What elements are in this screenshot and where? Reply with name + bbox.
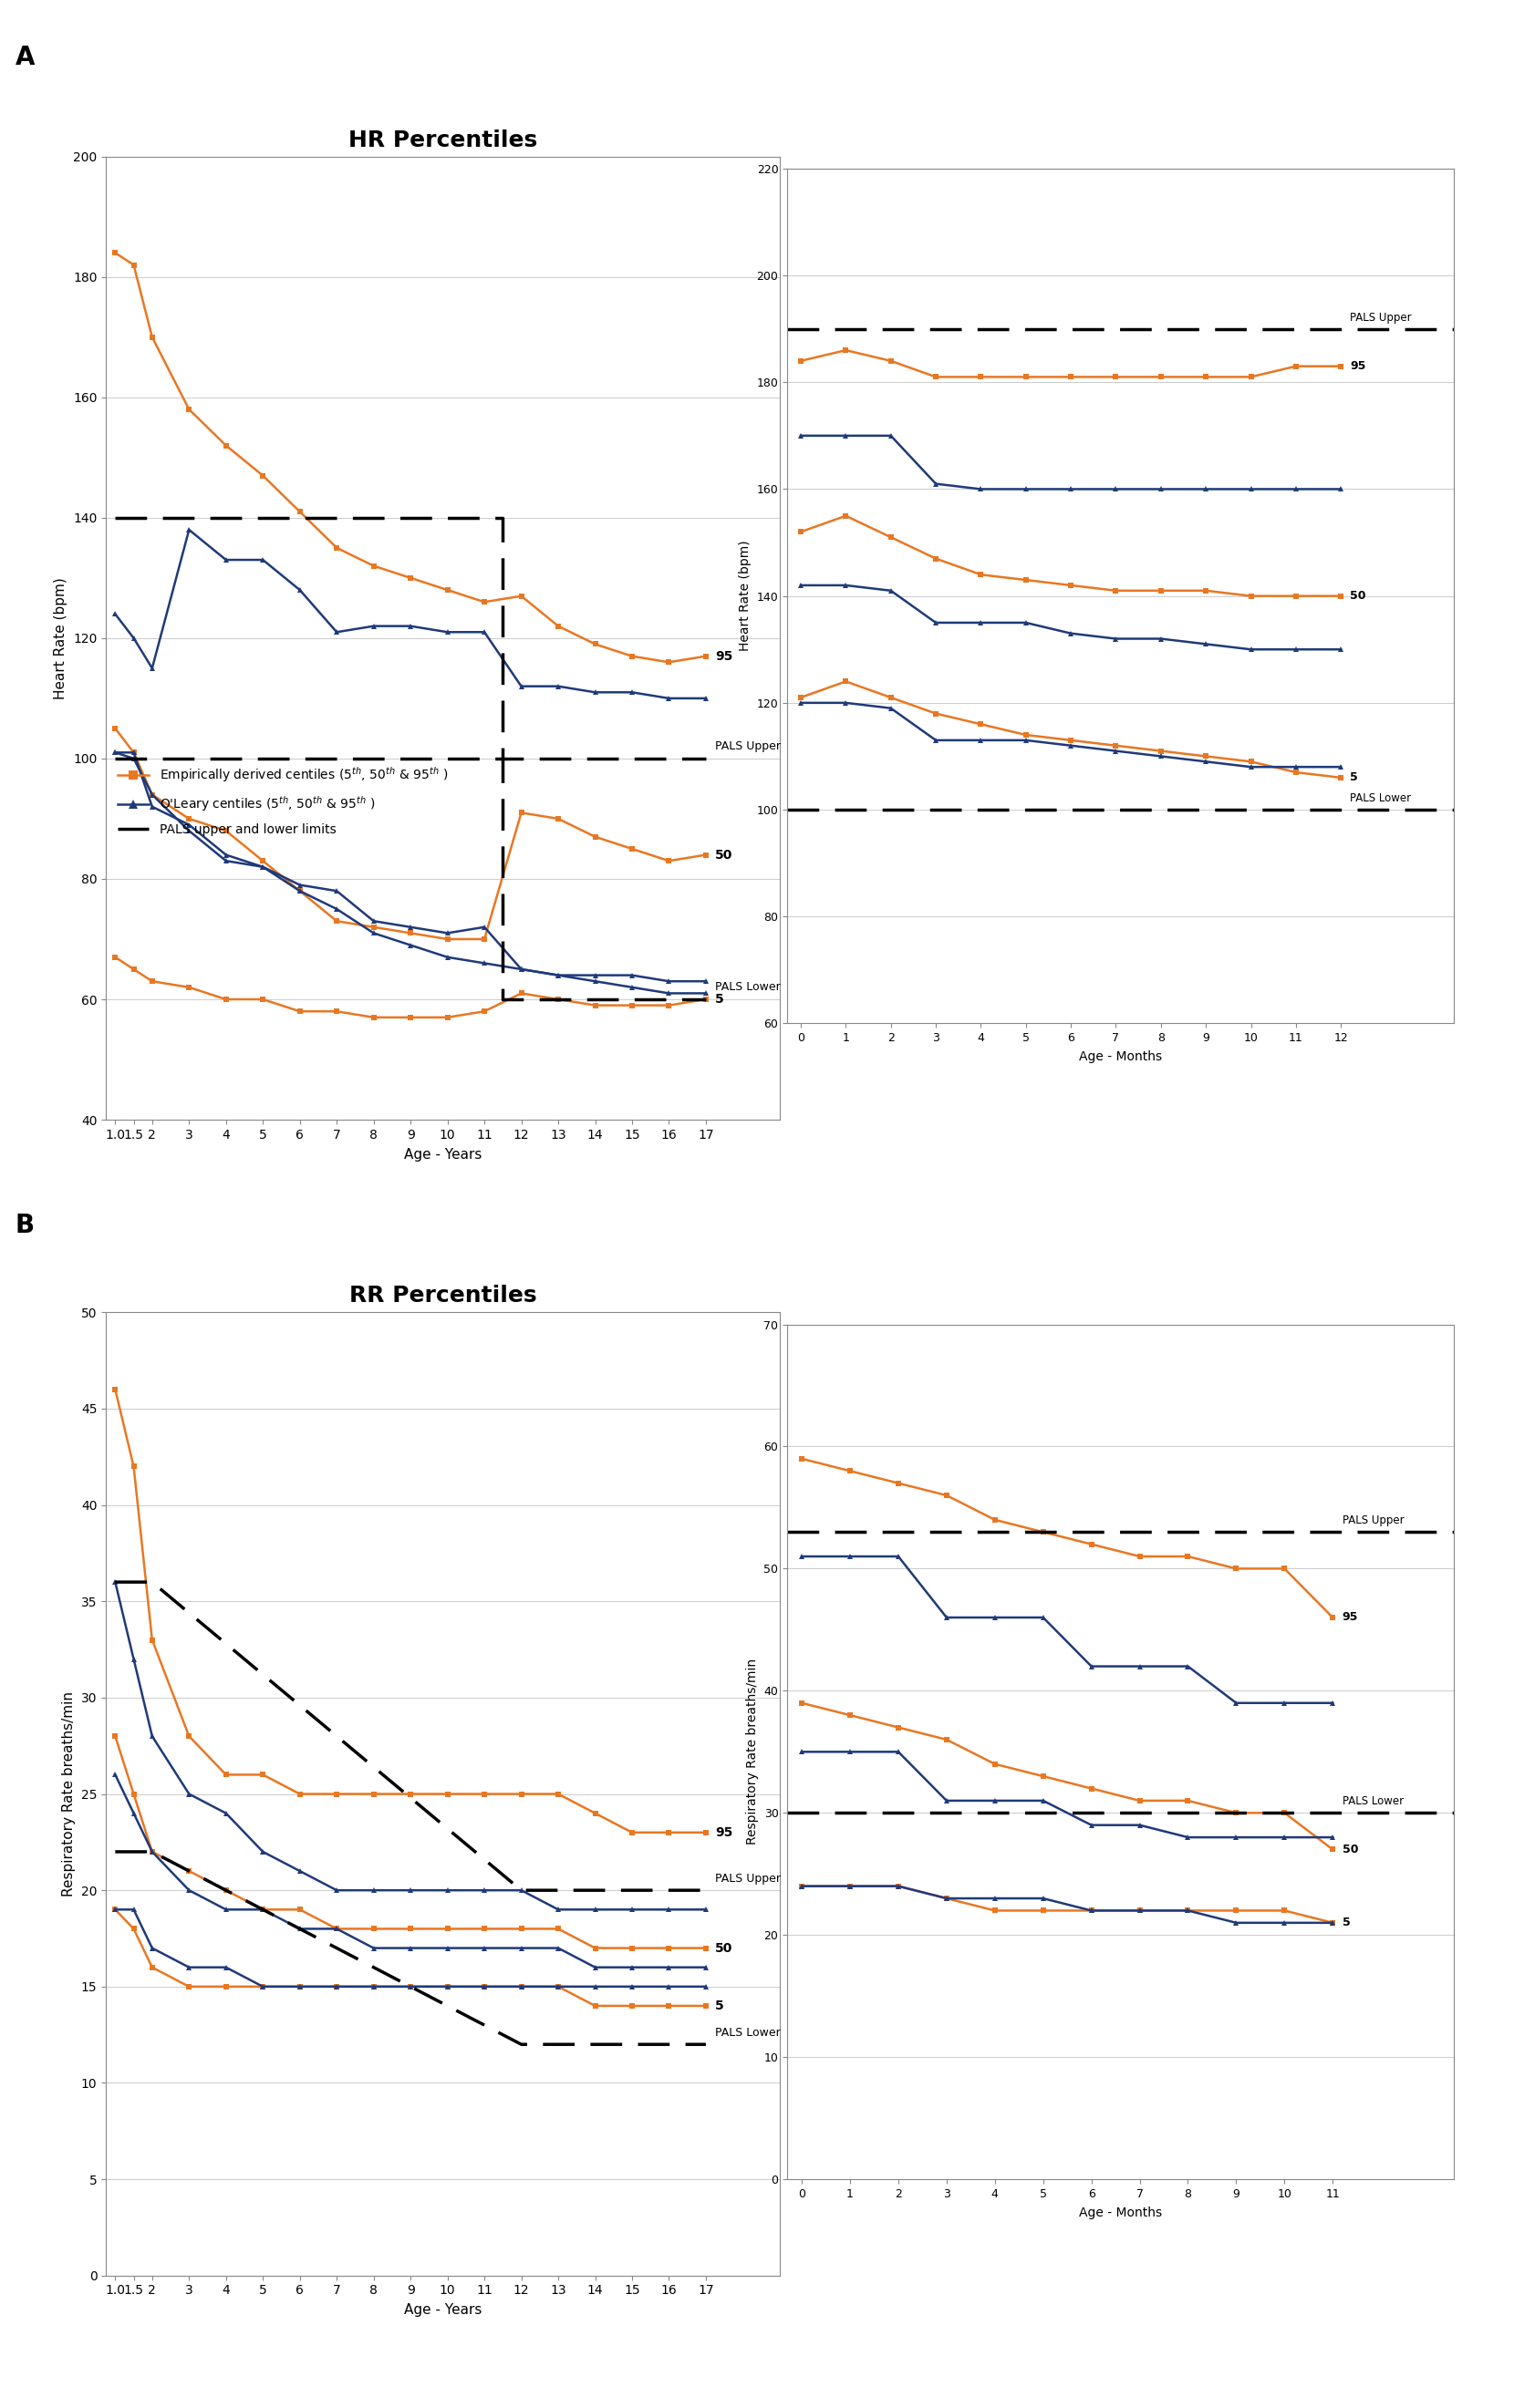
X-axis label: Age - Years: Age - Years	[404, 2304, 481, 2316]
Text: PALS Lower: PALS Lower	[1343, 1794, 1403, 1806]
Y-axis label: Respiratory Rate breaths/min: Respiratory Rate breaths/min	[746, 1659, 759, 1845]
Text: 5: 5	[715, 1999, 724, 2013]
Y-axis label: Heart Rate (bpm): Heart Rate (bpm)	[739, 539, 751, 653]
Text: PALS Lower: PALS Lower	[715, 2028, 781, 2040]
Text: 95: 95	[715, 1825, 733, 1840]
Text: PALS Upper: PALS Upper	[1343, 1515, 1403, 1527]
X-axis label: Age - Months: Age - Months	[1079, 2206, 1161, 2220]
Text: A: A	[15, 46, 35, 70]
Text: 95: 95	[1350, 361, 1366, 373]
Text: 5: 5	[1350, 771, 1358, 783]
Title: RR Percentiles: RR Percentiles	[350, 1286, 536, 1308]
Text: 5: 5	[1343, 1917, 1350, 1929]
X-axis label: Age - Years: Age - Years	[404, 1149, 481, 1161]
Text: PALS Upper: PALS Upper	[1350, 311, 1411, 323]
Legend: Empirically derived centiles (5$^{th}$, 50$^{th}$ & 95$^{th}$ ), O'Leary centile: Empirically derived centiles (5$^{th}$, …	[112, 761, 453, 840]
Text: PALS Lower: PALS Lower	[715, 982, 781, 992]
Text: 50: 50	[1343, 1845, 1358, 1857]
Y-axis label: Heart Rate (bpm): Heart Rate (bpm)	[55, 578, 68, 698]
Text: 50: 50	[715, 1941, 733, 1955]
Y-axis label: Respiratory Rate breaths/min: Respiratory Rate breaths/min	[62, 1690, 76, 1898]
Text: 5: 5	[715, 992, 724, 1007]
X-axis label: Age - Months: Age - Months	[1079, 1050, 1161, 1064]
Text: 95: 95	[715, 650, 733, 662]
Title: HR Percentiles: HR Percentiles	[348, 130, 537, 152]
Text: PALS Upper: PALS Upper	[715, 1873, 781, 1885]
Text: PALS Upper: PALS Upper	[715, 742, 781, 751]
Text: PALS Lower: PALS Lower	[1350, 792, 1411, 804]
Text: B: B	[15, 1214, 35, 1238]
Text: 50: 50	[715, 848, 733, 862]
Text: 50: 50	[1350, 590, 1366, 602]
Text: 95: 95	[1343, 1611, 1358, 1623]
